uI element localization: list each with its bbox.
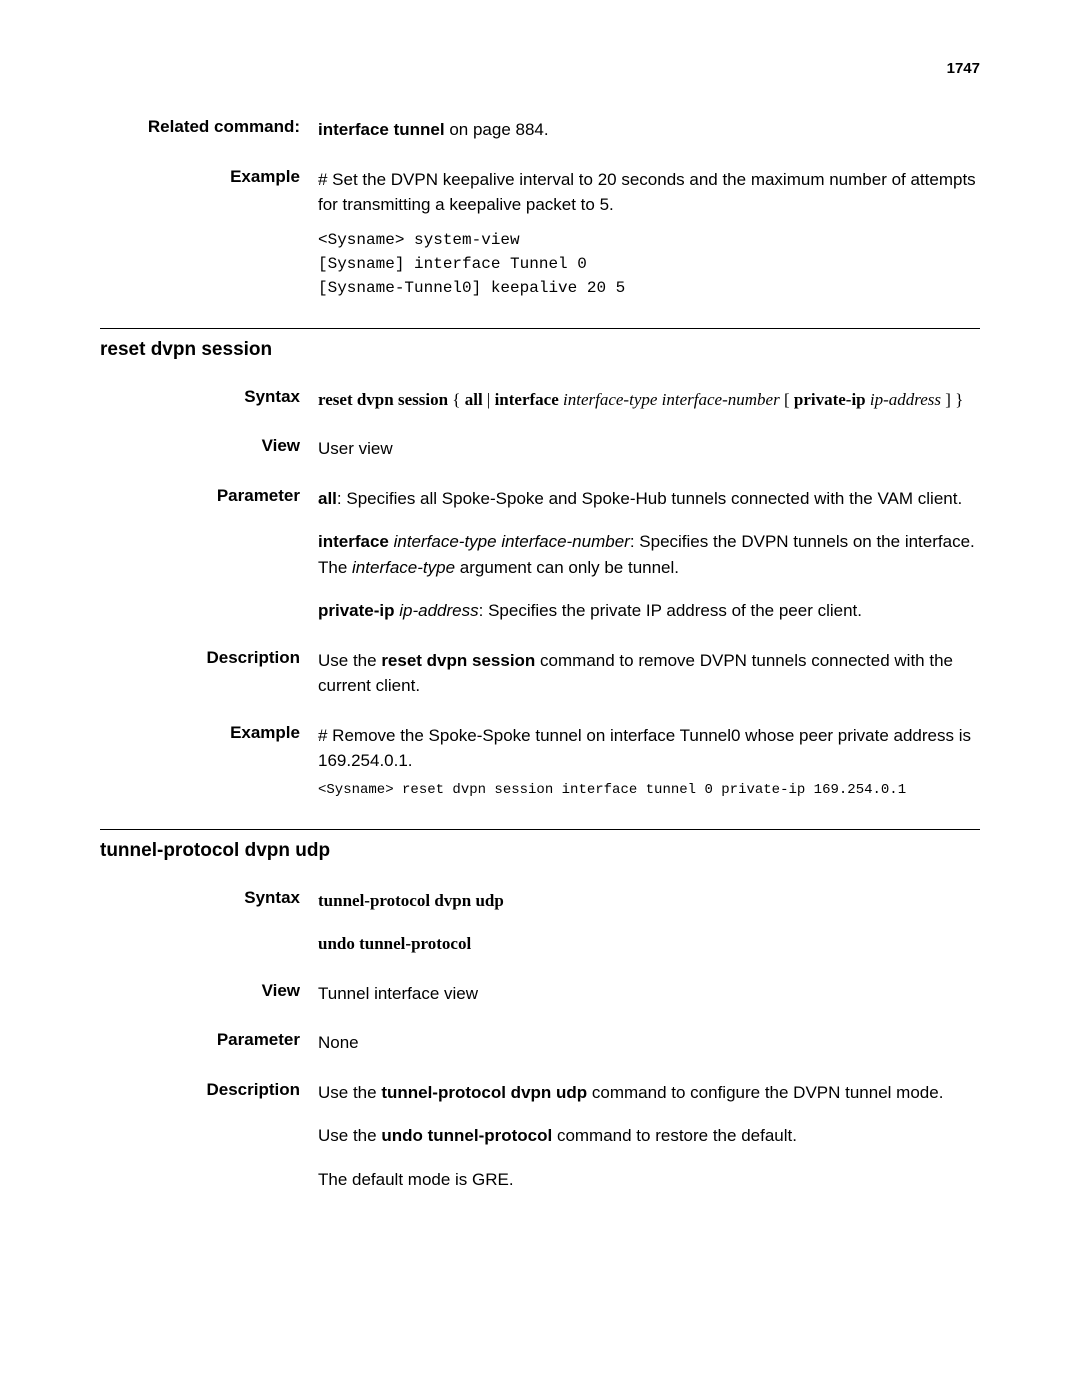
section1-view-label: View xyxy=(100,436,318,462)
divider xyxy=(100,328,980,329)
section1-syntax-label: Syntax xyxy=(100,387,318,413)
section2-param-label: Parameter xyxy=(100,1030,318,1056)
section1-desc-label: Description xyxy=(100,648,318,699)
section1-param-content: all: Specifies all Spoke-Spoke and Spoke… xyxy=(318,486,980,624)
example1-text: # Set the DVPN keepalive interval to 20 … xyxy=(318,167,980,218)
section1-example-content: # Remove the Spoke-Spoke tunnel on inter… xyxy=(318,723,980,801)
page-number: 1747 xyxy=(100,60,980,77)
divider xyxy=(100,829,980,830)
example1-code: <Sysname> system-view [Sysname] interfac… xyxy=(318,228,980,300)
section1-example-label: Example xyxy=(100,723,318,801)
section1-title: reset dvpn session xyxy=(100,339,980,361)
example1-label: Example xyxy=(100,167,318,300)
section2-syntax-label: Syntax xyxy=(100,888,318,957)
section1-view-text: User view xyxy=(318,436,980,462)
section1-example-text: # Remove the Spoke-Spoke tunnel on inter… xyxy=(318,723,980,774)
related-command-label: Related command: xyxy=(100,117,318,143)
related-command-link[interactable]: interface tunnel xyxy=(318,120,445,139)
section1-desc-content: Use the reset dvpn session command to re… xyxy=(318,648,980,699)
related-command-suffix: on page 884. xyxy=(445,120,549,139)
syntax-cmd: reset dvpn session xyxy=(318,390,448,409)
section2-desc-label: Description xyxy=(100,1080,318,1193)
related-command-content: interface tunnel on page 884. xyxy=(318,117,980,143)
section2-param-text: None xyxy=(318,1030,980,1056)
section2-desc-content: Use the tunnel-protocol dvpn udp command… xyxy=(318,1080,980,1193)
section1-syntax-content: reset dvpn session { all | interface int… xyxy=(318,387,980,413)
section2-view-label: View xyxy=(100,981,318,1007)
section2-view-text: Tunnel interface view xyxy=(318,981,980,1007)
section2-title: tunnel-protocol dvpn udp xyxy=(100,840,980,862)
example1-content: # Set the DVPN keepalive interval to 20 … xyxy=(318,167,980,300)
section1-example-code: <Sysname> reset dvpn session interface t… xyxy=(318,780,980,801)
section1-param-label: Parameter xyxy=(100,486,318,624)
section2-syntax-content: tunnel-protocol dvpn udp undo tunnel-pro… xyxy=(318,888,980,957)
